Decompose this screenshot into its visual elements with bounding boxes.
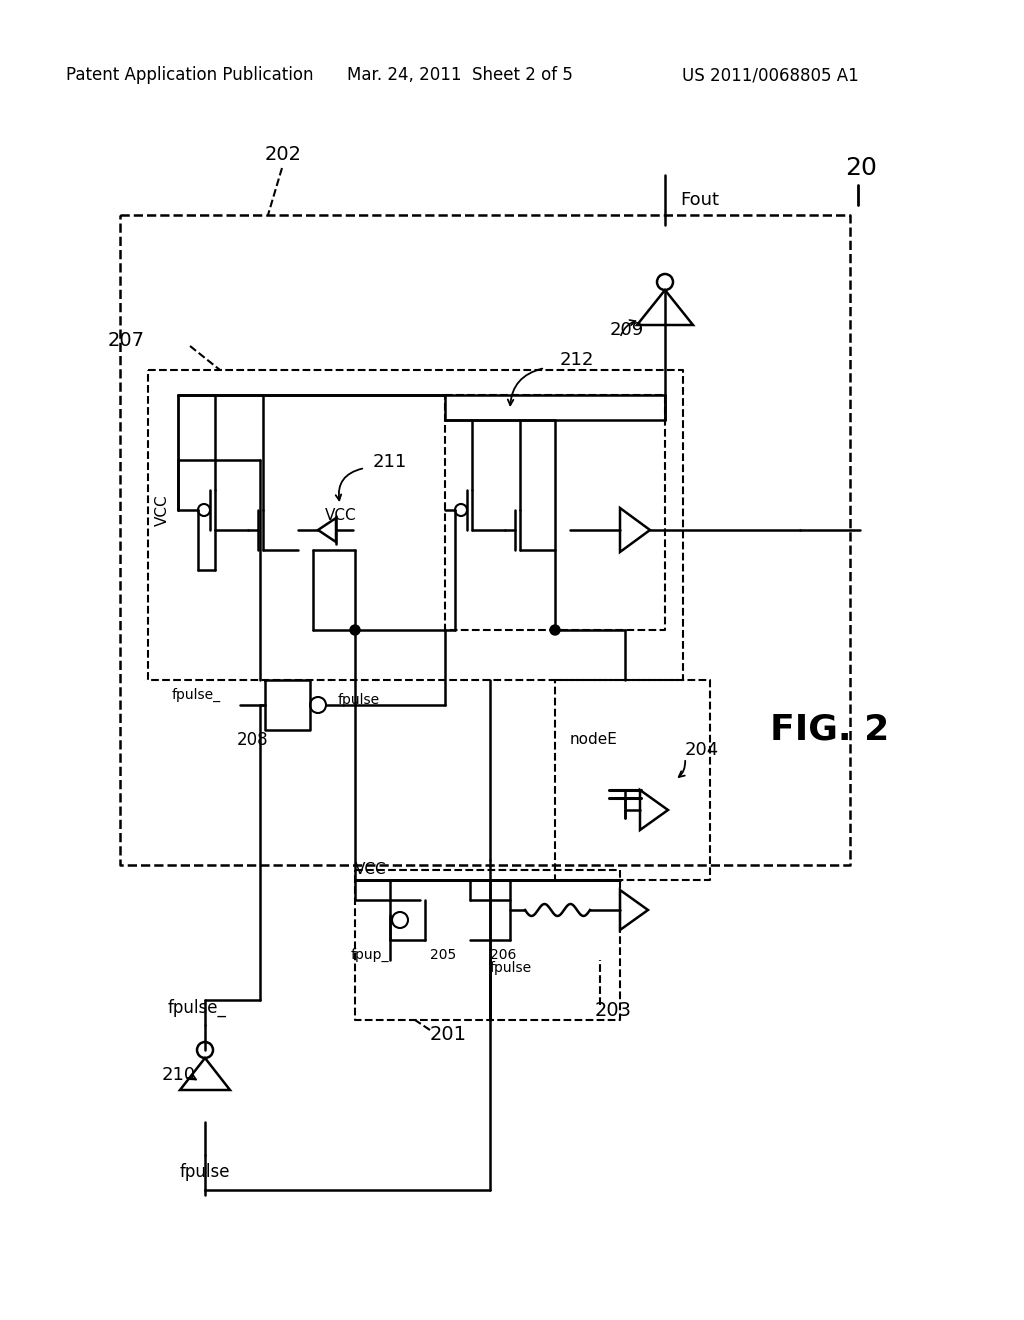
Text: 207: 207 bbox=[108, 330, 145, 350]
Text: Mar. 24, 2011  Sheet 2 of 5: Mar. 24, 2011 Sheet 2 of 5 bbox=[347, 66, 573, 84]
Text: 212: 212 bbox=[560, 351, 594, 370]
Text: nodeE: nodeE bbox=[570, 733, 617, 747]
Text: 201: 201 bbox=[430, 1026, 467, 1044]
Text: VCC: VCC bbox=[325, 507, 356, 523]
Text: 20: 20 bbox=[845, 156, 877, 180]
Text: fpulse_: fpulse_ bbox=[168, 999, 226, 1018]
Text: VCC: VCC bbox=[155, 494, 170, 525]
Text: US 2011/0068805 A1: US 2011/0068805 A1 bbox=[682, 66, 858, 84]
Text: 210: 210 bbox=[162, 1067, 197, 1084]
Text: Fout: Fout bbox=[680, 191, 719, 209]
Circle shape bbox=[550, 624, 560, 635]
Text: fpulse_: fpulse_ bbox=[172, 688, 221, 702]
Circle shape bbox=[350, 624, 360, 635]
Text: VCC: VCC bbox=[355, 862, 387, 878]
Text: fpup_: fpup_ bbox=[351, 948, 389, 962]
Text: 211: 211 bbox=[373, 453, 408, 471]
Text: Patent Application Publication: Patent Application Publication bbox=[67, 66, 313, 84]
Text: 203: 203 bbox=[595, 1001, 632, 1019]
Text: 209: 209 bbox=[610, 321, 644, 339]
Text: FIG. 2: FIG. 2 bbox=[770, 713, 890, 747]
Text: fpulse: fpulse bbox=[180, 1163, 230, 1181]
Text: 205: 205 bbox=[430, 948, 457, 962]
Text: fpulse: fpulse bbox=[338, 693, 380, 708]
Text: fpulse: fpulse bbox=[490, 961, 532, 975]
Text: 202: 202 bbox=[265, 145, 302, 165]
Text: 204: 204 bbox=[685, 741, 719, 759]
Text: 208: 208 bbox=[237, 731, 268, 748]
Text: 206: 206 bbox=[490, 948, 516, 962]
